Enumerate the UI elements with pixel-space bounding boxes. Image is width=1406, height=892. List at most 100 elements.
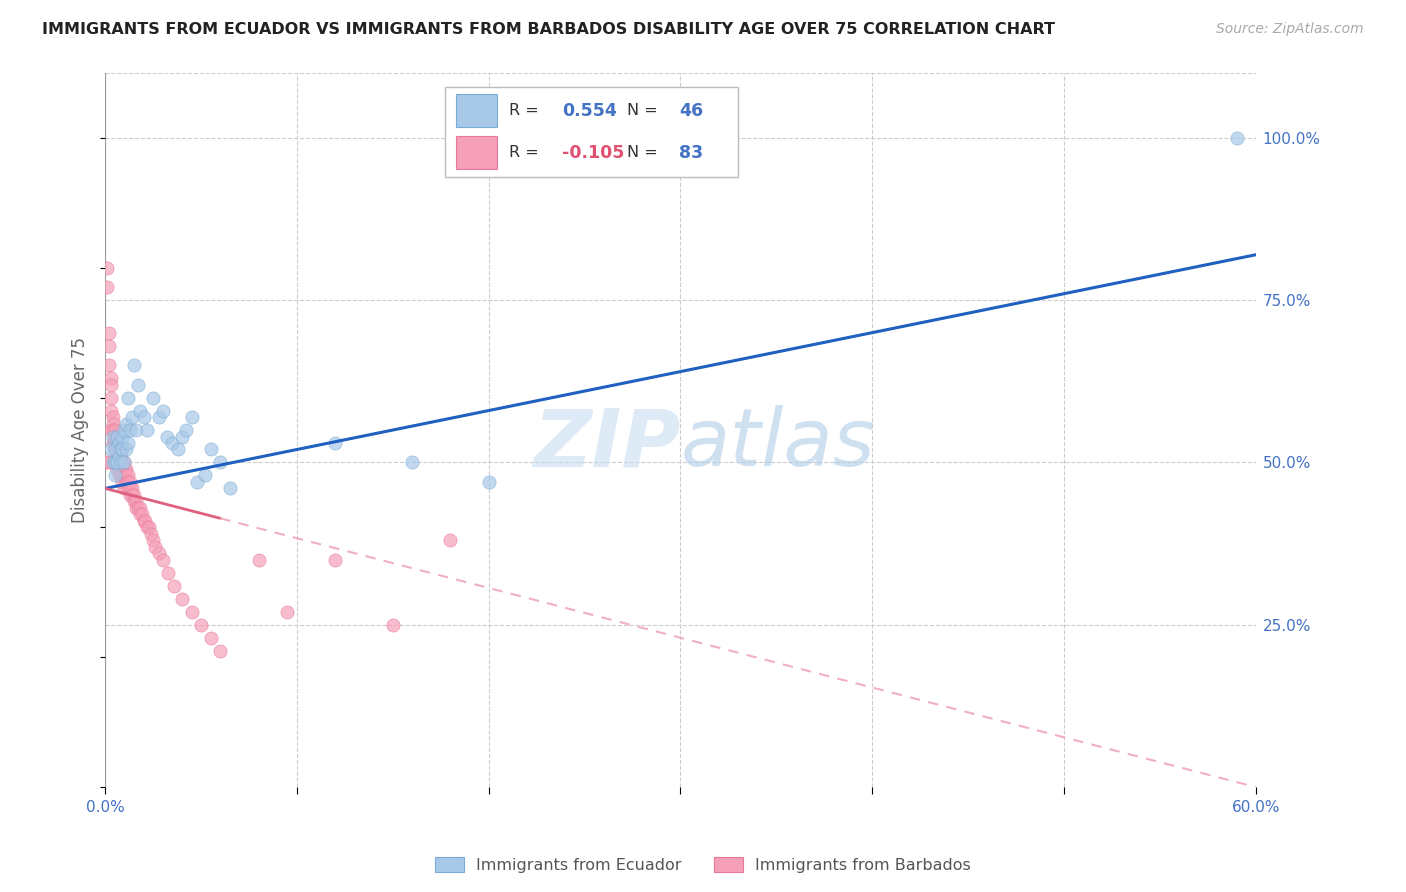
Point (104, 455, 127, 469)
Point (104, 436, 127, 450)
Text: IMMIGRANTS FROM ECUADOR VS IMMIGRANTS FROM BARBADOS DISABILITY AGE OVER 75 CORRE: IMMIGRANTS FROM ECUADOR VS IMMIGRANTS FR… (42, 22, 1054, 37)
Point (98, 326, 121, 340)
Point (121, 410, 143, 425)
Point (155, 429, 177, 443)
Point (110, 455, 132, 469)
Point (100, 391, 122, 405)
Point (104, 429, 127, 443)
Point (120, 482, 142, 496)
Point (194, 468, 217, 483)
Text: atlas: atlas (681, 405, 875, 483)
Point (111, 442, 134, 457)
Point (111, 462, 134, 476)
Point (115, 442, 138, 457)
Point (107, 462, 129, 476)
Point (136, 423, 159, 437)
Point (101, 436, 124, 450)
Point (125, 500, 148, 515)
Point (180, 605, 202, 619)
Point (125, 494, 148, 508)
Point (111, 468, 134, 483)
Point (115, 462, 138, 476)
Point (112, 462, 135, 476)
Point (132, 514, 155, 528)
Point (127, 500, 149, 515)
Point (111, 475, 134, 489)
Point (1226, 131, 1249, 145)
Point (115, 468, 138, 483)
Point (122, 488, 145, 502)
Point (117, 436, 139, 450)
Point (200, 442, 222, 457)
Point (186, 475, 208, 489)
Point (138, 520, 160, 534)
Point (101, 410, 124, 425)
Point (96, 260, 118, 275)
Point (112, 482, 135, 496)
Point (111, 455, 134, 469)
Point (132, 410, 155, 425)
Point (117, 482, 139, 496)
Point (110, 455, 132, 469)
Point (120, 423, 142, 437)
Point (117, 391, 139, 405)
Point (209, 644, 232, 658)
Point (152, 553, 174, 567)
Point (128, 500, 150, 515)
Point (100, 377, 122, 392)
Point (98, 455, 121, 469)
Point (276, 605, 298, 619)
Point (134, 514, 156, 528)
Point (98, 358, 121, 372)
Point (121, 482, 143, 496)
Point (170, 429, 193, 443)
Point (112, 423, 135, 437)
Point (107, 442, 129, 457)
Point (104, 455, 127, 469)
Point (163, 579, 186, 593)
Point (148, 410, 170, 425)
Point (122, 494, 145, 508)
Point (96, 280, 118, 294)
Point (131, 508, 153, 522)
Y-axis label: Disability Age Over 75: Disability Age Over 75 (72, 337, 89, 523)
Point (142, 391, 165, 405)
Point (112, 455, 135, 469)
Point (121, 488, 143, 502)
Point (100, 371, 122, 385)
Point (174, 423, 197, 437)
Point (104, 442, 127, 457)
Point (110, 468, 132, 483)
Point (96, 455, 118, 469)
Point (104, 442, 127, 457)
Point (107, 455, 129, 469)
Point (101, 417, 124, 431)
Point (107, 468, 129, 483)
Point (107, 436, 129, 450)
Point (105, 429, 128, 443)
Point (209, 455, 232, 469)
Point (110, 462, 132, 476)
Point (110, 449, 132, 463)
Legend: Immigrants from Ecuador, Immigrants from Barbados: Immigrants from Ecuador, Immigrants from… (429, 851, 977, 880)
Point (111, 429, 134, 443)
Point (439, 533, 461, 548)
Point (115, 475, 138, 489)
Point (170, 591, 193, 606)
Point (107, 449, 129, 463)
Point (125, 423, 148, 437)
Point (101, 423, 124, 437)
Point (401, 455, 423, 469)
Point (105, 462, 128, 476)
Point (180, 410, 202, 425)
Point (120, 488, 142, 502)
Point (107, 449, 129, 463)
Point (112, 468, 135, 483)
Point (100, 423, 122, 437)
Point (148, 546, 170, 560)
Point (115, 417, 138, 431)
Point (127, 377, 149, 392)
Point (120, 475, 142, 489)
Point (478, 475, 501, 489)
Point (104, 423, 127, 437)
